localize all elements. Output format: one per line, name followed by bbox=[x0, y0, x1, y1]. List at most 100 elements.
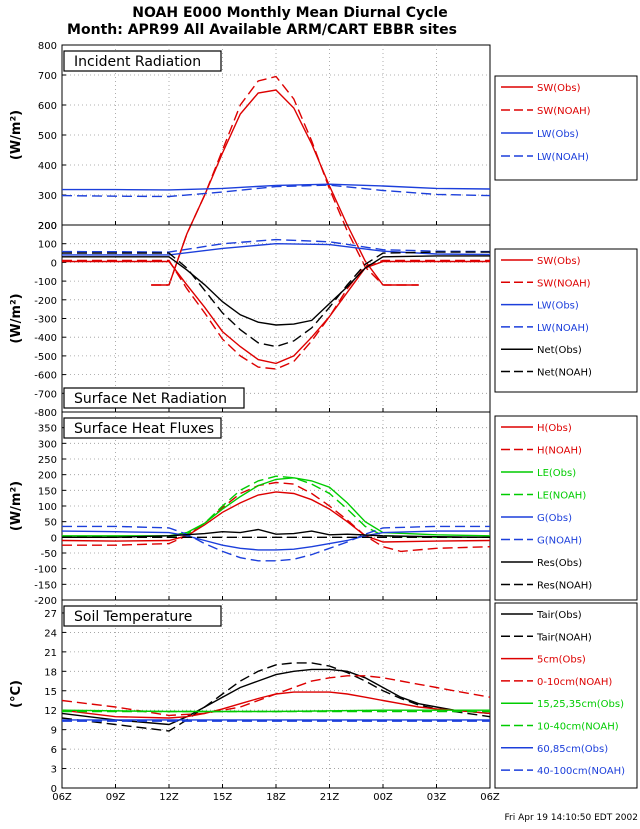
y-tick-label: 150 bbox=[38, 486, 57, 497]
y-tick-label: -500 bbox=[34, 352, 57, 363]
panel-1: 200 300 400 500 600 700 800 (W/m²) Incident Radi… bbox=[9, 41, 638, 286]
y-axis-label: (°C) bbox=[9, 680, 24, 708]
legend-label: H(NOAH) bbox=[537, 446, 582, 457]
legend-label: Net(Obs) bbox=[537, 345, 582, 356]
series-line-Tair(Obs) bbox=[61, 668, 491, 726]
y-tick-label: 500 bbox=[38, 131, 57, 142]
legend-box bbox=[494, 75, 638, 181]
legend-label: 15,25,35cm(Obs) bbox=[537, 699, 624, 710]
panel-title: Surface Net Radiation bbox=[74, 391, 227, 407]
y-tick-label: -150 bbox=[34, 580, 57, 591]
y-tick-label: -100 bbox=[34, 277, 57, 288]
y-tick-label: -100 bbox=[34, 565, 57, 576]
legend-label: 10-40cm(NOAH) bbox=[537, 722, 619, 733]
x-tick-label: 21Z bbox=[320, 792, 340, 803]
x-tick-label: 06Z bbox=[480, 792, 500, 803]
figure-title-line1: NOAH E000 Monthly Mean Diurnal Cycle bbox=[132, 5, 447, 21]
y-tick-label: 200 bbox=[38, 221, 57, 232]
x-tick-label: 15Z bbox=[213, 792, 233, 803]
panel-title-box bbox=[63, 50, 222, 72]
y-tick-label: 27 bbox=[44, 609, 57, 620]
y-tick-label: 0 bbox=[51, 533, 57, 544]
y-tick-label: 100 bbox=[38, 240, 57, 251]
panel-title: Soil Temperature bbox=[74, 609, 192, 625]
y-tick-label: 100 bbox=[38, 502, 57, 513]
legend-label: LW(Obs) bbox=[537, 301, 579, 312]
series-line-SW(NOAH) bbox=[151, 75, 419, 286]
x-tick-label: 06Z bbox=[52, 792, 72, 803]
y-tick-label: -50 bbox=[41, 549, 57, 560]
series-line-Tair(NOAH) bbox=[61, 662, 491, 732]
series-line-SW(Obs) bbox=[62, 260, 490, 365]
panel-title: Surface Heat Fluxes bbox=[74, 421, 214, 437]
y-tick-label: 250 bbox=[38, 455, 57, 466]
series-line-LW(Obs) bbox=[62, 183, 491, 191]
y-tick-label: 400 bbox=[38, 161, 57, 172]
y-tick-label: -600 bbox=[34, 371, 57, 382]
x-tick-label: 18Z bbox=[266, 792, 286, 803]
x-tick-label: 09Z bbox=[106, 792, 126, 803]
y-tick-label: -400 bbox=[34, 333, 57, 344]
panel-4: 0 3 6 9 12 15 18 21 24 27 (°C) Soil Temperature Tair… bbox=[9, 599, 638, 803]
series-line-LW(NOAH) bbox=[61, 184, 491, 198]
legend-label: Res(NOAH) bbox=[537, 581, 592, 592]
legend-label: Net(NOAH) bbox=[537, 368, 592, 379]
legend-box bbox=[494, 602, 638, 789]
legend-label: Tair(NOAH) bbox=[536, 632, 592, 643]
y-tick-label: 9 bbox=[51, 726, 57, 737]
panel-title-box bbox=[63, 417, 222, 439]
legend-label: SW(NOAH) bbox=[537, 278, 591, 289]
y-tick-label: -700 bbox=[34, 389, 57, 400]
series-line-Net(NOAH) bbox=[62, 251, 490, 348]
series-line-G(NOAH) bbox=[62, 525, 490, 562]
y-tick-label: 700 bbox=[38, 71, 57, 82]
legend-label: 40-100cm(NOAH) bbox=[537, 766, 625, 777]
legend-box bbox=[494, 248, 638, 393]
y-tick-label: 0 bbox=[51, 784, 57, 795]
legend-label: LW(Obs) bbox=[537, 129, 579, 140]
y-tick-label: 800 bbox=[38, 41, 57, 52]
legend-label: G(NOAH) bbox=[537, 536, 582, 547]
timestamp-footer: Fri Apr 19 14:10:50 EDT 2002 bbox=[505, 813, 639, 823]
y-axis-label: (W/m²) bbox=[9, 110, 24, 160]
legend-label: SW(NOAH) bbox=[537, 106, 591, 117]
y-tick-label: -200 bbox=[34, 596, 57, 607]
y-tick-label: -300 bbox=[34, 315, 57, 326]
y-tick-label: 50 bbox=[44, 518, 57, 529]
series-line-0-10cm(NOAH) bbox=[61, 675, 491, 717]
panel-3: -200 -150 -100 -50 0 50 100 150 200 250 300 350 (W/m… bbox=[9, 411, 638, 607]
series-line-5cm(Obs) bbox=[61, 691, 491, 719]
series-line-LE(Obs) bbox=[62, 477, 491, 537]
legend-label: SW(Obs) bbox=[537, 256, 581, 267]
y-tick-label: 300 bbox=[38, 191, 57, 202]
legend-label: SW(Obs) bbox=[537, 83, 581, 94]
y-tick-label: 200 bbox=[38, 471, 57, 482]
y-tick-label: 15 bbox=[44, 687, 57, 698]
legend-label: LE(NOAH) bbox=[537, 491, 586, 502]
y-tick-label: 12 bbox=[44, 706, 57, 717]
y-axis-label: (W/m²) bbox=[9, 481, 24, 531]
y-tick-label: 300 bbox=[38, 439, 57, 450]
y-tick-label: -800 bbox=[34, 408, 57, 419]
legend-label: LE(Obs) bbox=[537, 468, 576, 479]
panel-title-box bbox=[63, 387, 245, 409]
y-tick-label: -200 bbox=[34, 296, 57, 307]
legend-label: Res(Obs) bbox=[537, 558, 582, 569]
x-tick-label: 00Z bbox=[373, 792, 393, 803]
legend-label: 60,85cm(Obs) bbox=[537, 744, 608, 755]
y-tick-label: 6 bbox=[51, 745, 57, 756]
panel-2: -800 -700 -600 -500 -400 -300 -200 -100 0 100 200 (… bbox=[9, 221, 638, 419]
figure-title-line2: Month: APR99 All Available ARM/CART EBBR… bbox=[67, 22, 457, 38]
series-line-LW(NOAH) bbox=[61, 238, 491, 253]
y-tick-label: 600 bbox=[38, 101, 57, 112]
series-line-LE(NOAH) bbox=[62, 475, 490, 538]
legend-label: LW(NOAH) bbox=[537, 323, 589, 334]
y-tick-label: 0 bbox=[51, 258, 57, 269]
y-tick-label: 21 bbox=[44, 648, 57, 659]
legend-label: 0-10cm(NOAH) bbox=[537, 677, 612, 688]
legend-box bbox=[494, 415, 638, 601]
x-tick-label: 12Z bbox=[159, 792, 179, 803]
legend-label: H(Obs) bbox=[537, 423, 572, 434]
y-tick-label: 3 bbox=[51, 765, 57, 776]
